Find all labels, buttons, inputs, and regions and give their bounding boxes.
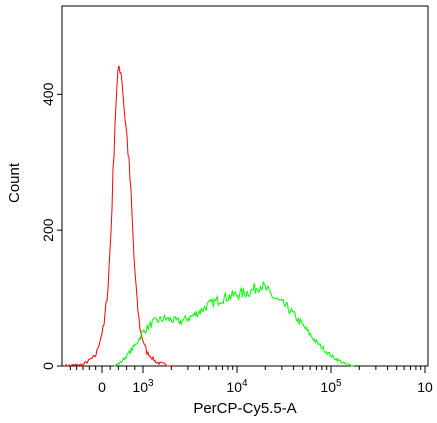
x-axis-label: PerCP-Cy5.5-A [193, 400, 296, 417]
x-tick-label: 10 [417, 379, 433, 395]
x-axis-ticks: 0 103 104 105 10 [69, 366, 433, 395]
x-tick-label: 104 [226, 378, 248, 395]
y-tick-label: 400 [40, 82, 56, 106]
y-axis-label: Count [6, 162, 23, 203]
x-tick-label: 103 [132, 378, 154, 395]
series-layer [64, 65, 355, 368]
x-tick-label: 105 [320, 378, 342, 395]
plot-frame [61, 5, 429, 367]
series-0-line [64, 65, 172, 368]
y-tick-label: 0 [40, 362, 56, 370]
series-1-line [114, 281, 355, 367]
y-axis-ticks: 0 200 400 [40, 82, 62, 370]
x-tick-label: 0 [98, 379, 106, 395]
y-tick-label: 200 [40, 218, 56, 242]
